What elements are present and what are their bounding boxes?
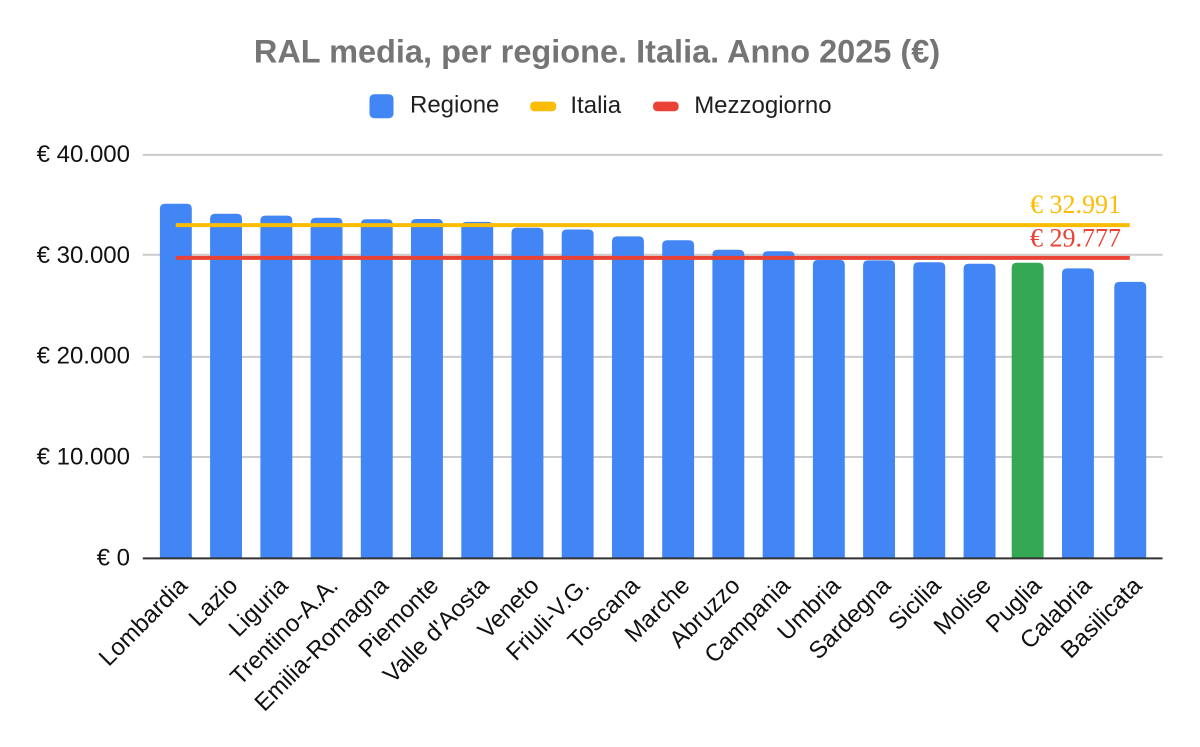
svg-text:Mezzogiorno: Mezzogiorno bbox=[694, 92, 831, 119]
svg-text:€ 10.000: € 10.000 bbox=[37, 444, 130, 471]
svg-text:€ 30.000: € 30.000 bbox=[37, 242, 130, 269]
svg-text:RAL media, per regione. Italia: RAL media, per regione. Italia. Anno 202… bbox=[254, 34, 940, 70]
svg-text:Italia: Italia bbox=[570, 92, 621, 119]
svg-text:€ 20.000: € 20.000 bbox=[37, 343, 130, 370]
svg-text:€ 29.777: € 29.777 bbox=[1030, 224, 1121, 253]
svg-text:€ 0: € 0 bbox=[97, 544, 130, 571]
svg-text:€ 32.991: € 32.991 bbox=[1030, 190, 1121, 219]
svg-text:Regione: Regione bbox=[410, 92, 499, 119]
svg-text:€ 40.000: € 40.000 bbox=[37, 141, 130, 168]
